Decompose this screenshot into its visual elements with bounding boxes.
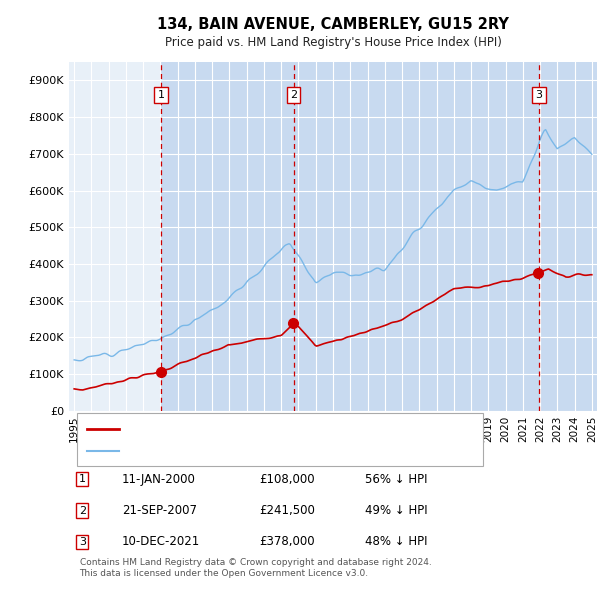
Text: 3: 3	[79, 537, 86, 547]
Text: £108,000: £108,000	[259, 473, 315, 486]
Text: HPI: Average price, detached house, Surrey Heath: HPI: Average price, detached house, Surr…	[127, 446, 401, 456]
FancyBboxPatch shape	[77, 414, 484, 466]
Text: 56% ↓ HPI: 56% ↓ HPI	[365, 473, 427, 486]
Bar	[293, 62, 539, 411]
Text: £241,500: £241,500	[259, 504, 315, 517]
Text: 10-DEC-2021: 10-DEC-2021	[122, 536, 200, 549]
Text: 134, BAIN AVENUE, CAMBERLEY, GU15 2RY: 134, BAIN AVENUE, CAMBERLEY, GU15 2RY	[157, 17, 509, 32]
Text: 3: 3	[536, 90, 542, 100]
Text: 1: 1	[157, 90, 164, 100]
Text: Contains HM Land Registry data © Crown copyright and database right 2024.
This d: Contains HM Land Registry data © Crown c…	[80, 558, 431, 578]
Text: 2: 2	[79, 506, 86, 516]
Text: 21-SEP-2007: 21-SEP-2007	[122, 504, 197, 517]
Text: 2: 2	[290, 90, 297, 100]
Text: 134, BAIN AVENUE, CAMBERLEY, GU15 2RY (detached house): 134, BAIN AVENUE, CAMBERLEY, GU15 2RY (d…	[127, 424, 463, 434]
Text: 48% ↓ HPI: 48% ↓ HPI	[365, 536, 427, 549]
Bar	[539, 62, 597, 411]
Text: 11-JAN-2000: 11-JAN-2000	[122, 473, 196, 486]
Text: 49% ↓ HPI: 49% ↓ HPI	[365, 504, 427, 517]
Text: £378,000: £378,000	[259, 536, 315, 549]
Text: 1: 1	[79, 474, 86, 484]
Bar	[161, 62, 293, 411]
Text: Price paid vs. HM Land Registry's House Price Index (HPI): Price paid vs. HM Land Registry's House …	[164, 36, 502, 49]
